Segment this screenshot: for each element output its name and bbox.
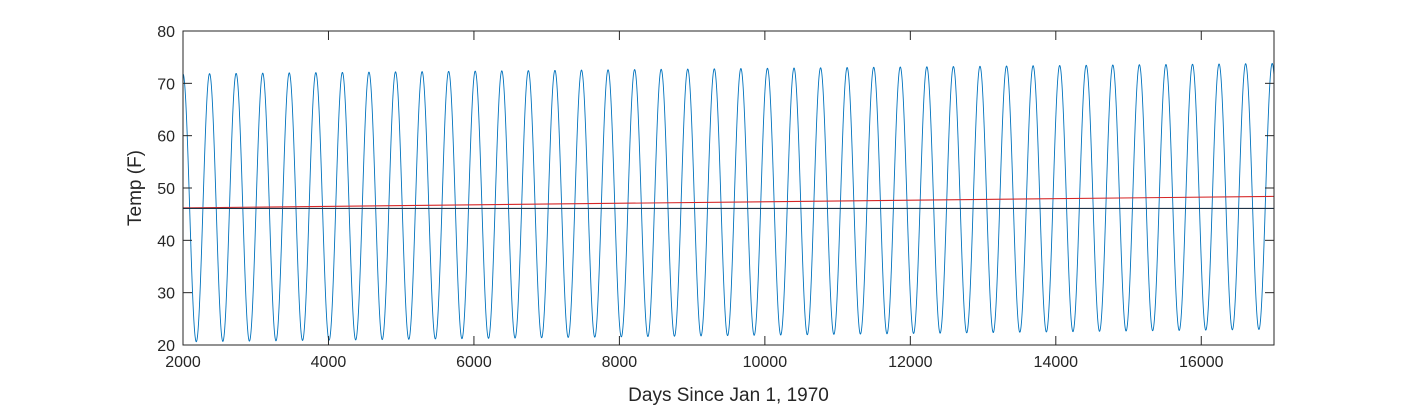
y-axis-label: Temp (F) [125, 150, 146, 226]
y-tick-label: 30 [157, 286, 175, 303]
x-tick-label: 10000 [743, 354, 788, 371]
y-tick-label: 50 [157, 181, 175, 198]
plot-box [182, 30, 1275, 346]
x-tick-label: 2000 [165, 354, 201, 371]
x-tick-label: 14000 [1034, 354, 1079, 371]
x-axis-label: Days Since Jan 1, 1970 [628, 385, 829, 406]
y-tick-label: 60 [157, 129, 175, 146]
plot-area [182, 30, 1275, 346]
series-line-linear-trend [183, 195, 1274, 209]
x-tick-label: 16000 [1179, 354, 1224, 371]
x-tick-label: 12000 [888, 354, 933, 371]
x-axis-ticks: 2000 4000 6000 8000 10000 12000 14000 16000 [165, 31, 1224, 371]
x-tick-label: 4000 [311, 354, 347, 371]
y-axis-ticks: 20 30 40 50 60 70 80 [157, 24, 1274, 355]
x-tick-label: 6000 [456, 354, 492, 371]
y-tick-label: 20 [157, 338, 175, 355]
series-line-seasonal-sinusoid [183, 62, 1274, 343]
y-tick-label: 70 [157, 76, 175, 93]
y-tick-label: 80 [157, 24, 175, 41]
y-tick-label: 40 [157, 233, 175, 250]
x-tick-label: 8000 [602, 354, 638, 371]
